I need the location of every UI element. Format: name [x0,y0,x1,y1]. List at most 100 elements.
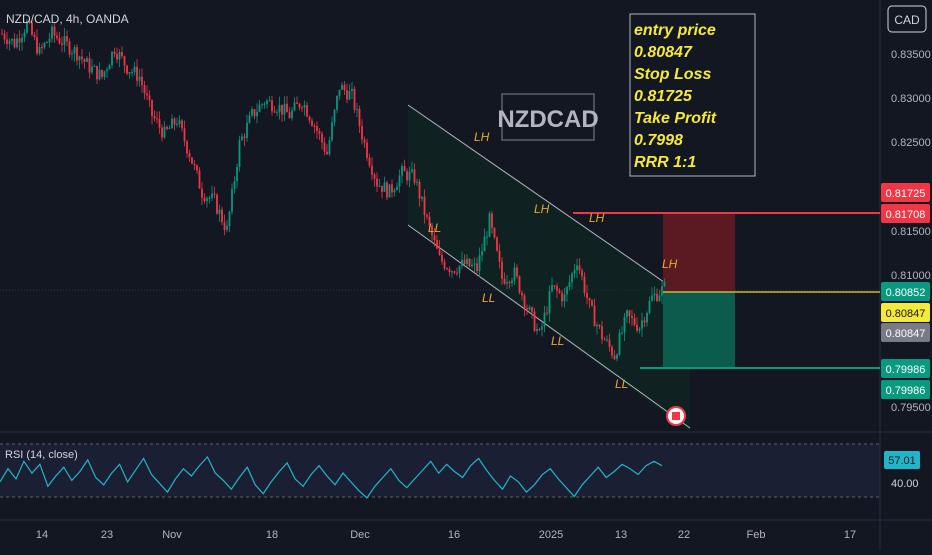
candle [388,184,391,198]
candle [413,163,416,186]
candle [158,111,161,134]
candle [533,307,536,333]
candle [591,299,593,307]
candle [531,306,533,319]
take-profit-zone[interactable] [663,292,735,368]
candle [421,196,423,202]
candle [498,243,501,269]
candle [508,280,511,289]
candle [548,285,551,322]
candle [411,161,413,174]
candle [516,264,518,279]
candle [298,102,301,111]
candle [588,297,591,308]
candle [371,157,373,181]
candle [321,131,323,150]
candle [233,176,236,194]
candle [631,309,633,326]
candle [161,124,163,142]
candle [213,186,216,199]
candle [113,47,116,58]
candle [88,52,91,79]
candle [633,313,636,327]
candle [238,135,241,172]
candle [86,55,88,63]
candle [223,214,226,236]
candle [518,275,521,295]
candle [403,159,406,172]
candle [521,290,523,301]
candle [313,123,316,134]
candle [206,196,208,208]
candle [168,125,171,130]
candle [343,81,346,96]
candle [123,55,126,74]
candle [418,178,421,207]
candle [366,138,368,162]
candle [316,121,318,139]
candle [648,296,651,315]
channel-upper-line[interactable] [407,104,691,301]
candle [351,81,353,100]
candle [263,101,266,109]
candle [491,210,493,234]
candle [381,185,383,199]
candle [116,47,118,64]
candle [448,266,451,277]
candle [463,254,466,266]
candle [338,89,341,100]
candle [348,84,351,101]
candle [471,259,473,268]
candle [438,240,441,256]
candle [356,102,358,118]
candle [286,95,288,113]
candle [293,97,296,112]
candle [198,167,201,189]
candle [216,192,218,215]
candle [406,168,408,185]
candle [341,82,343,90]
candle [261,102,263,109]
candle [571,271,573,290]
candle [136,58,138,87]
candle [16,34,18,49]
candle [618,328,621,357]
candle [436,234,438,250]
candle [386,180,388,201]
candle [428,211,431,233]
candle [173,117,176,131]
candle [1,28,3,35]
candle [38,42,41,56]
canada-flag-icon[interactable] [666,406,686,426]
candle [163,121,166,139]
candle [586,284,588,305]
candle [68,38,71,58]
candle [96,65,98,85]
candle [501,256,503,285]
candle [426,213,428,220]
channel-lower-line[interactable] [407,224,691,429]
candle [196,164,198,174]
candle [496,236,498,252]
candle [118,49,121,68]
candle [473,257,476,273]
candle [511,277,513,287]
candle [613,350,616,361]
candle [46,41,48,44]
candle [598,324,601,330]
candle [483,228,486,252]
candle [103,70,106,80]
candle [433,227,436,247]
candle [276,109,278,116]
structure-label: LL [428,221,441,235]
candle [66,30,68,47]
candle [28,17,31,25]
candle [176,117,178,128]
candle [456,267,458,276]
candle [568,275,571,291]
candle [58,31,61,45]
candle [146,85,148,101]
stop-loss-zone[interactable] [663,213,735,292]
candle [543,305,546,333]
